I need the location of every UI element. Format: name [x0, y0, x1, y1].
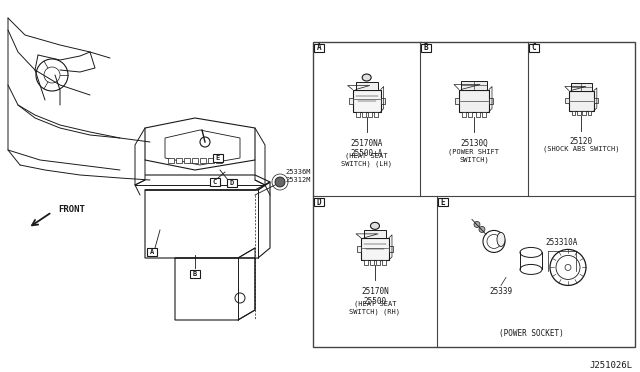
- Bar: [461, 80, 487, 90]
- Text: 25170N
25500: 25170N 25500: [361, 287, 389, 306]
- Bar: [184, 158, 190, 163]
- Bar: [370, 260, 374, 265]
- FancyBboxPatch shape: [227, 179, 237, 187]
- Ellipse shape: [371, 222, 380, 230]
- Bar: [382, 260, 386, 265]
- Bar: [367, 112, 372, 116]
- Bar: [353, 90, 381, 112]
- FancyBboxPatch shape: [190, 270, 200, 278]
- Bar: [364, 260, 368, 265]
- Text: E: E: [216, 155, 220, 161]
- Ellipse shape: [520, 247, 542, 257]
- FancyBboxPatch shape: [314, 198, 324, 206]
- Bar: [374, 112, 378, 116]
- Text: J251026L: J251026L: [589, 361, 632, 370]
- Text: (HEAT SEAT
SWITCH) (LH): (HEAT SEAT SWITCH) (LH): [341, 153, 392, 167]
- Bar: [357, 246, 361, 252]
- Bar: [455, 97, 459, 103]
- Bar: [594, 98, 598, 103]
- Bar: [489, 97, 493, 103]
- Bar: [582, 110, 586, 115]
- Bar: [356, 112, 360, 116]
- FancyBboxPatch shape: [147, 248, 157, 256]
- Text: E: E: [441, 198, 445, 206]
- Bar: [349, 97, 353, 103]
- Ellipse shape: [497, 232, 505, 246]
- Bar: [176, 158, 182, 163]
- Text: (POWER SOCKET): (POWER SOCKET): [499, 329, 563, 338]
- Bar: [459, 90, 489, 112]
- Bar: [313, 42, 635, 347]
- Text: FRONT: FRONT: [58, 205, 85, 215]
- Text: B: B: [193, 271, 197, 277]
- Text: D: D: [317, 198, 321, 206]
- Ellipse shape: [362, 74, 371, 81]
- Text: 25336M: 25336M: [285, 169, 310, 175]
- Bar: [362, 112, 365, 116]
- FancyBboxPatch shape: [421, 44, 431, 52]
- Bar: [482, 112, 486, 116]
- Text: 25339: 25339: [490, 288, 513, 296]
- Text: (SHOCK ABS SWITCH): (SHOCK ABS SWITCH): [543, 145, 620, 152]
- Text: C: C: [213, 179, 217, 185]
- Bar: [356, 81, 378, 90]
- Bar: [168, 158, 174, 163]
- FancyBboxPatch shape: [438, 198, 448, 206]
- Bar: [571, 83, 592, 90]
- Bar: [200, 158, 206, 163]
- Bar: [376, 260, 380, 265]
- Bar: [565, 98, 569, 103]
- Bar: [364, 230, 386, 238]
- Bar: [361, 238, 389, 260]
- FancyBboxPatch shape: [213, 154, 223, 162]
- Ellipse shape: [520, 264, 542, 275]
- Bar: [389, 246, 393, 252]
- Bar: [381, 97, 385, 103]
- Bar: [462, 112, 466, 116]
- Bar: [208, 158, 214, 163]
- Text: C: C: [531, 44, 536, 52]
- Text: (POWER SHIFT
SWITCH): (POWER SHIFT SWITCH): [449, 148, 499, 163]
- Text: D: D: [230, 180, 234, 186]
- Bar: [192, 158, 198, 163]
- Bar: [468, 112, 472, 116]
- Bar: [588, 110, 591, 115]
- Bar: [216, 158, 222, 163]
- Text: A: A: [317, 44, 321, 52]
- Text: 25130Q: 25130Q: [460, 138, 488, 148]
- FancyBboxPatch shape: [210, 178, 220, 186]
- Text: A: A: [150, 249, 154, 255]
- Bar: [577, 110, 580, 115]
- Circle shape: [479, 227, 485, 232]
- Bar: [476, 112, 480, 116]
- FancyBboxPatch shape: [529, 44, 539, 52]
- Bar: [572, 110, 575, 115]
- Circle shape: [275, 177, 285, 187]
- Text: 253310A: 253310A: [546, 238, 578, 247]
- Text: 25120: 25120: [570, 137, 593, 145]
- FancyBboxPatch shape: [314, 44, 324, 52]
- Text: 25170NA
25500+A: 25170NA 25500+A: [351, 138, 383, 158]
- Text: 25312M: 25312M: [285, 177, 310, 183]
- Text: B: B: [424, 44, 429, 52]
- Text: (HEAT SEAT
SWITCH) (RH): (HEAT SEAT SWITCH) (RH): [349, 301, 401, 315]
- Circle shape: [474, 221, 480, 227]
- Bar: [569, 90, 594, 110]
